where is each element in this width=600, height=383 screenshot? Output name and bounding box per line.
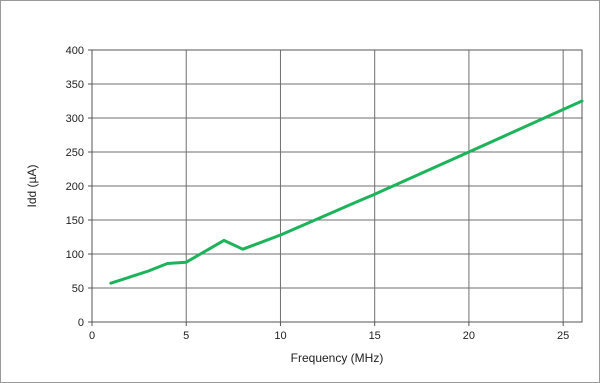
- x-tick-label: 20: [463, 330, 475, 342]
- y-tick-label: 400: [66, 45, 84, 57]
- x-tick-label: 5: [183, 330, 189, 342]
- x-tick-label: 0: [89, 330, 95, 342]
- series: [109, 99, 584, 285]
- y-tick-label: 0: [78, 317, 84, 329]
- y-tick-label: 300: [66, 113, 84, 125]
- x-axis-title: Frequency (MHz): [291, 351, 384, 365]
- grid-lines: [92, 50, 582, 322]
- y-tick-label: 350: [66, 79, 84, 91]
- x-tick-label: 10: [274, 330, 286, 342]
- y-tick-label: 100: [66, 249, 84, 261]
- y-axis-title: Idd (µA): [25, 165, 39, 208]
- x-tick-label: 15: [369, 330, 381, 342]
- y-tick-label: 50: [72, 283, 84, 295]
- x-tick-label: 25: [557, 330, 569, 342]
- y-tick-label: 250: [66, 147, 84, 159]
- series-line: [109, 99, 584, 285]
- axis-ticks: 0 50 100 150 200 250 300 350 400 0 5 10 15 20 25: [66, 45, 570, 342]
- y-tick-label: 200: [66, 181, 84, 193]
- y-tick-label: 150: [66, 215, 84, 227]
